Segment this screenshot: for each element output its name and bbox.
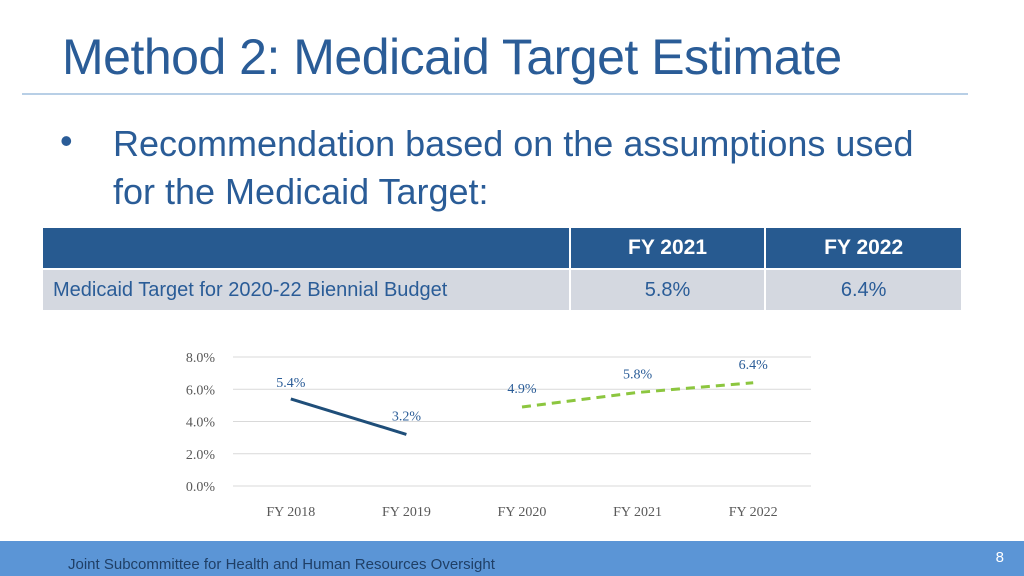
slide-title: Method 2: Medicaid Target Estimate bbox=[62, 29, 842, 85]
footer-text: Joint Subcommittee for Health and Human … bbox=[68, 556, 495, 573]
footer-bar: Joint Subcommittee for Health and Human … bbox=[0, 541, 1024, 576]
table-cell-fy2021: 5.8% bbox=[569, 268, 767, 310]
y-tick-label: 6.0% bbox=[186, 383, 216, 398]
x-tick-label: FY 2020 bbox=[498, 505, 547, 520]
title-divider bbox=[22, 93, 968, 95]
bullet-text: Recommendation based on the assumptions … bbox=[113, 123, 914, 212]
x-tick-label: FY 2018 bbox=[266, 505, 315, 520]
table-header-fy2022: FY 2022 bbox=[765, 228, 961, 269]
y-tick-label: 2.0% bbox=[186, 448, 216, 463]
table-cell-fy2022: 6.4% bbox=[765, 268, 961, 310]
series-line-1 bbox=[290, 397, 407, 436]
x-tick-label: FY 2021 bbox=[613, 505, 662, 520]
bullet-marker: • bbox=[60, 120, 73, 161]
table-row-label: Medicaid Target for 2020-22 Biennial Bud… bbox=[43, 268, 571, 310]
medicaid-target-table: FY 2021 FY 2022 Medicaid Target for 2020… bbox=[43, 228, 961, 310]
x-tick-label: FY 2019 bbox=[382, 505, 431, 520]
data-label: 6.4% bbox=[739, 358, 769, 373]
data-label: 4.9% bbox=[507, 382, 537, 397]
series-line-2 bbox=[521, 381, 754, 409]
y-tick-label: 0.0% bbox=[186, 480, 216, 495]
table-header-fy2021: FY 2021 bbox=[569, 228, 767, 269]
data-label: 5.4% bbox=[276, 376, 306, 391]
table-header-row: FY 2021 FY 2022 bbox=[43, 228, 961, 269]
page-number: 8 bbox=[995, 549, 1004, 566]
y-tick-label: 8.0% bbox=[186, 351, 216, 366]
x-tick-label: FY 2022 bbox=[729, 505, 778, 520]
table-row: Medicaid Target for 2020-22 Biennial Bud… bbox=[43, 268, 961, 310]
data-label: 3.2% bbox=[392, 409, 422, 424]
table-header-blank bbox=[43, 228, 571, 269]
data-label: 5.8% bbox=[623, 367, 653, 382]
y-tick-label: 4.0% bbox=[186, 416, 216, 431]
medicaid-line-chart: 0.0% 2.0% 4.0% 6.0% 8.0% FY 2018 FY 2019 FY 202… bbox=[186, 351, 811, 520]
